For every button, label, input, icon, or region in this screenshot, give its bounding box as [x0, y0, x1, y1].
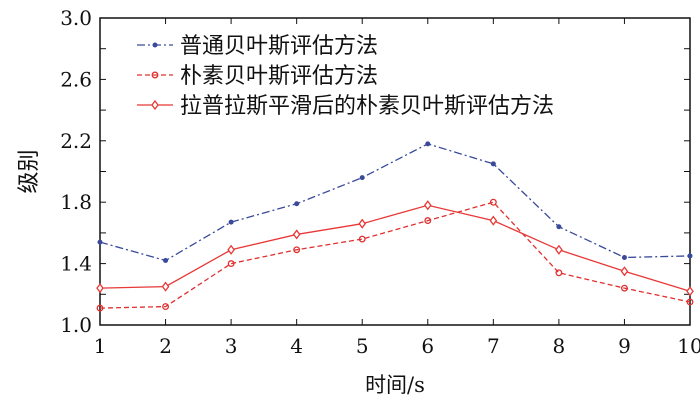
data-point: [293, 246, 301, 254]
x-axis-label: 时间/s: [365, 373, 425, 397]
data-point: [489, 198, 497, 206]
x-tick-label: 5: [356, 334, 369, 358]
data-point: [163, 258, 169, 264]
data-point: [424, 217, 432, 225]
data-point: [686, 298, 694, 306]
data-point: [490, 161, 496, 167]
data-point: [620, 266, 629, 277]
x-tick-label: 9: [618, 334, 631, 358]
data-point: [227, 260, 235, 268]
y-tick-label: 1.8: [60, 190, 92, 214]
data-point: [556, 224, 562, 230]
y-tick-label: 2.2: [60, 129, 92, 153]
data-point: [358, 218, 367, 229]
data-point: [425, 141, 431, 147]
data-point: [294, 201, 300, 207]
legend-marker: [151, 99, 159, 111]
x-tick-label: 7: [487, 334, 500, 358]
legend-label: 拉普拉斯平滑后的朴素贝叶斯评估方法: [180, 94, 554, 119]
series-line-1: [99, 201, 691, 309]
data-point: [96, 304, 104, 312]
data-point: [228, 219, 234, 225]
data-point: [555, 244, 563, 255]
legend-marker: [151, 71, 159, 79]
data-point: [687, 253, 693, 259]
data-point: [161, 281, 170, 292]
data-point: [620, 284, 628, 292]
y-tick-label: 2.6: [60, 67, 92, 91]
data-point: [686, 286, 694, 297]
y-tick-label: 1.0: [60, 313, 92, 337]
series-line-2: [99, 204, 691, 292]
x-tick-label: 6: [421, 334, 434, 358]
data-point: [96, 283, 104, 294]
x-tick-label: 3: [225, 334, 238, 358]
data-point: [97, 239, 103, 245]
x-tick-label: 4: [290, 334, 303, 358]
series-line-0: [99, 143, 691, 262]
legend-marker: [152, 42, 158, 48]
data-point: [162, 303, 170, 311]
y-tick-label: 3.0: [60, 6, 92, 30]
legend-label: 朴素贝叶斯评估方法: [180, 64, 378, 89]
x-tick-label: 8: [553, 334, 566, 358]
data-point: [489, 215, 498, 226]
legend-label: 普通贝叶斯评估方法: [180, 34, 378, 59]
y-tick-label: 1.4: [60, 252, 92, 276]
x-tick-label: 1: [94, 334, 107, 358]
data-point: [359, 175, 365, 181]
data-point: [358, 235, 366, 243]
data-point: [292, 229, 301, 240]
x-tick-label: 2: [159, 334, 172, 358]
data-point: [555, 269, 563, 277]
data-point: [227, 244, 235, 255]
y-axis-label: 级别: [17, 149, 42, 193]
x-tick-label: 10: [677, 334, 700, 358]
data-point: [621, 254, 627, 260]
data-point: [423, 200, 432, 211]
